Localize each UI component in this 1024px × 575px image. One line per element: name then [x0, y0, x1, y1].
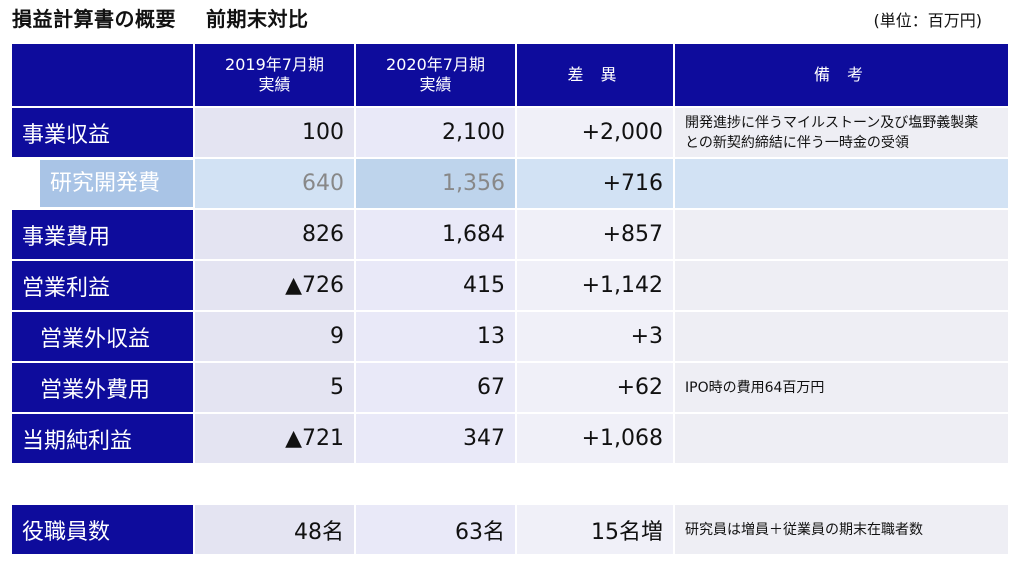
spacer-row — [10, 463, 1010, 505]
row-label: 営業外費用 — [10, 361, 195, 414]
table-row: 当期純利益 ▲721 347 +1,068 — [10, 412, 1010, 465]
header-label-cell — [10, 42, 195, 108]
spacer-cell — [10, 463, 1010, 505]
cell-fy2019: 640 — [193, 157, 356, 210]
cell-note: 研究員は増員＋従業員の期末在職者数 — [673, 503, 1010, 556]
report-subtitle: 前期末対比 — [206, 7, 309, 31]
cell-diff: 15名増 — [515, 503, 675, 556]
header-fy2020: 2020年7月期 実績 — [354, 42, 517, 108]
table-row: 営業利益 ▲726 415 +1,142 — [10, 259, 1010, 312]
row-label: 事業収益 — [10, 106, 195, 159]
page-title: 損益計算書の概要 前期末対比 — [12, 2, 309, 36]
cell-fy2020: 63名 — [354, 503, 517, 556]
cell-fy2019: 48名 — [193, 503, 356, 556]
row-label: 営業外収益 — [10, 310, 195, 363]
cell-fy2020: 415 — [354, 259, 517, 312]
header-fy2019-label: 2019年7月期 — [225, 55, 324, 74]
cell-fy2020: 1,684 — [354, 208, 517, 261]
cell-fy2019: 826 — [193, 208, 356, 261]
cell-diff: +62 — [515, 361, 675, 414]
row-label-text: 研究開発費 — [40, 160, 192, 207]
cell-diff: +1,142 — [515, 259, 675, 312]
cell-fy2020: 1,356 — [354, 157, 517, 210]
cell-note — [673, 157, 1010, 210]
header-row: 2019年7月期 実績 2020年7月期 実績 差 異 備 考 — [10, 42, 1010, 108]
row-label: 役職員数 — [10, 503, 195, 556]
note-line-1: 開発進捗に伴うマイルストーン及び塩野義製薬 — [685, 114, 979, 131]
cell-note — [673, 208, 1010, 261]
report-title: 損益計算書の概要 — [12, 7, 176, 31]
header-fy2020-sub: 実績 — [419, 75, 452, 94]
header-fy2019-sub: 実績 — [258, 75, 291, 94]
table-row: 事業費用 826 1,684 +857 — [10, 208, 1010, 261]
header-fy2019: 2019年7月期 実績 — [193, 42, 356, 108]
row-label: 営業利益 — [10, 259, 195, 312]
table-row: 営業外費用 5 67 +62 IPO時の費用64百万円 — [10, 361, 1010, 414]
row-label-subitem: 研究開発費 — [10, 157, 195, 210]
cell-fy2019: 100 — [193, 106, 356, 159]
row-label: 当期純利益 — [10, 412, 195, 465]
table-row: 研究開発費 640 1,356 +716 — [10, 157, 1010, 210]
header-fy2020-label: 2020年7月期 — [386, 55, 485, 74]
staff-row: 役職員数 48名 63名 15名増 研究員は増員＋従業員の期末在職者数 — [10, 503, 1010, 556]
note-line-2: との新契約締結に伴う一時金の受領 — [685, 134, 909, 151]
table-row: 事業収益 100 2,100 +2,000 開発進捗に伴うマイルストーン及び塩野… — [10, 106, 1010, 159]
cell-note — [673, 259, 1010, 312]
cell-diff: +716 — [515, 157, 675, 210]
cell-diff: +1,068 — [515, 412, 675, 465]
cell-fy2019: 5 — [193, 361, 356, 414]
income-statement-table: 2019年7月期 実績 2020年7月期 実績 差 異 備 考 事業収益 100 2… — [10, 42, 1010, 556]
cell-fy2019: ▲726 — [193, 259, 356, 312]
unit-label: (単位：百万円) — [873, 11, 983, 30]
cell-fy2019: ▲721 — [193, 412, 356, 465]
cell-fy2020: 13 — [354, 310, 517, 363]
cell-diff: +3 — [515, 310, 675, 363]
cell-note: 開発進捗に伴うマイルストーン及び塩野義製薬 との新契約締結に伴う一時金の受領 — [673, 106, 1010, 159]
cell-note: IPO時の費用64百万円 — [673, 361, 1010, 414]
cell-diff: +857 — [515, 208, 675, 261]
cell-note — [673, 412, 1010, 465]
header-notes: 備 考 — [673, 42, 1010, 108]
table-row: 営業外収益 9 13 +3 — [10, 310, 1010, 363]
cell-fy2019: 9 — [193, 310, 356, 363]
row-label: 事業費用 — [10, 208, 195, 261]
header-diff: 差 異 — [515, 42, 675, 108]
cell-diff: +2,000 — [515, 106, 675, 159]
cell-fy2020: 347 — [354, 412, 517, 465]
cell-fy2020: 67 — [354, 361, 517, 414]
cell-note — [673, 310, 1010, 363]
cell-fy2020: 2,100 — [354, 106, 517, 159]
